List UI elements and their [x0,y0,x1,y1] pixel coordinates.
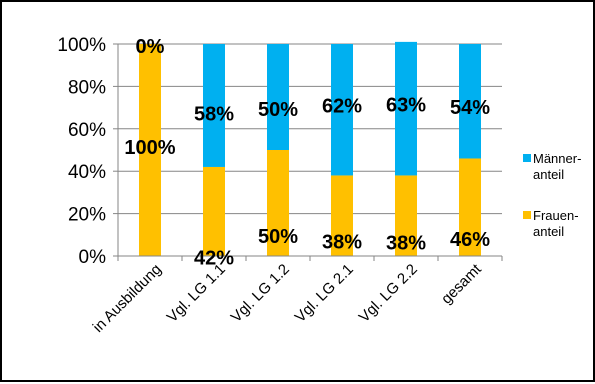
x-category-label: Vgl. LG 2.2 [356,261,421,326]
bar-segment-men [267,44,289,150]
legend-label: anteil [533,167,564,182]
data-label-women: 50% [258,226,298,248]
data-label-women: 38% [322,232,362,254]
x-category-label: Vgl. LG 1.1 [164,261,229,326]
data-label-women: 46% [450,229,490,251]
data-label-women: 38% [386,233,426,255]
bar-segment-men [203,44,225,167]
bar-segment-men [331,44,353,176]
data-label-men: 58% [194,103,234,125]
bar-segment-women [459,158,481,256]
x-category-label: Vgl. LG 1.2 [228,261,293,326]
bar-segment-women [267,150,289,256]
legend-swatch [523,211,531,219]
bar-segment-women [395,175,417,256]
data-label-men: 54% [450,97,490,119]
legend-label: anteil [533,224,564,239]
data-label-men: 62% [322,96,362,118]
legend-label: Frauen- [533,208,579,223]
data-labels: 100% 0% 42% 58% 50% 50% 38% 62% 38% 63% 46% 54% [124,36,490,269]
data-label-women: 42% [194,247,234,269]
data-label-men: 50% [258,99,298,121]
bar-segment-women [203,166,225,256]
x-category-label: in Ausbildung [90,261,165,336]
y-tick-label: 80% [68,77,106,98]
bar-segment-women [139,44,161,256]
gridlines [118,43,502,215]
x-category-label: gesamt [438,260,485,307]
x-category-label: Vgl. LG 2.1 [292,261,357,326]
legend-label: Männer- [533,151,581,166]
y-tick-label: 0% [79,247,107,268]
bars [139,41,481,256]
y-tick-label: 20% [68,205,106,226]
y-tick-label: 100% [57,35,106,56]
bar-segment-men [459,44,481,159]
y-tick-label: 60% [68,120,106,141]
data-label-men: 63% [386,95,426,117]
bar-segment-men [395,41,417,176]
data-label-women: 100% [124,137,175,159]
data-label-men: 0% [136,36,165,58]
bar-segment-women [331,175,353,256]
legend-swatch [523,154,531,162]
y-tick-label: 40% [68,162,106,183]
